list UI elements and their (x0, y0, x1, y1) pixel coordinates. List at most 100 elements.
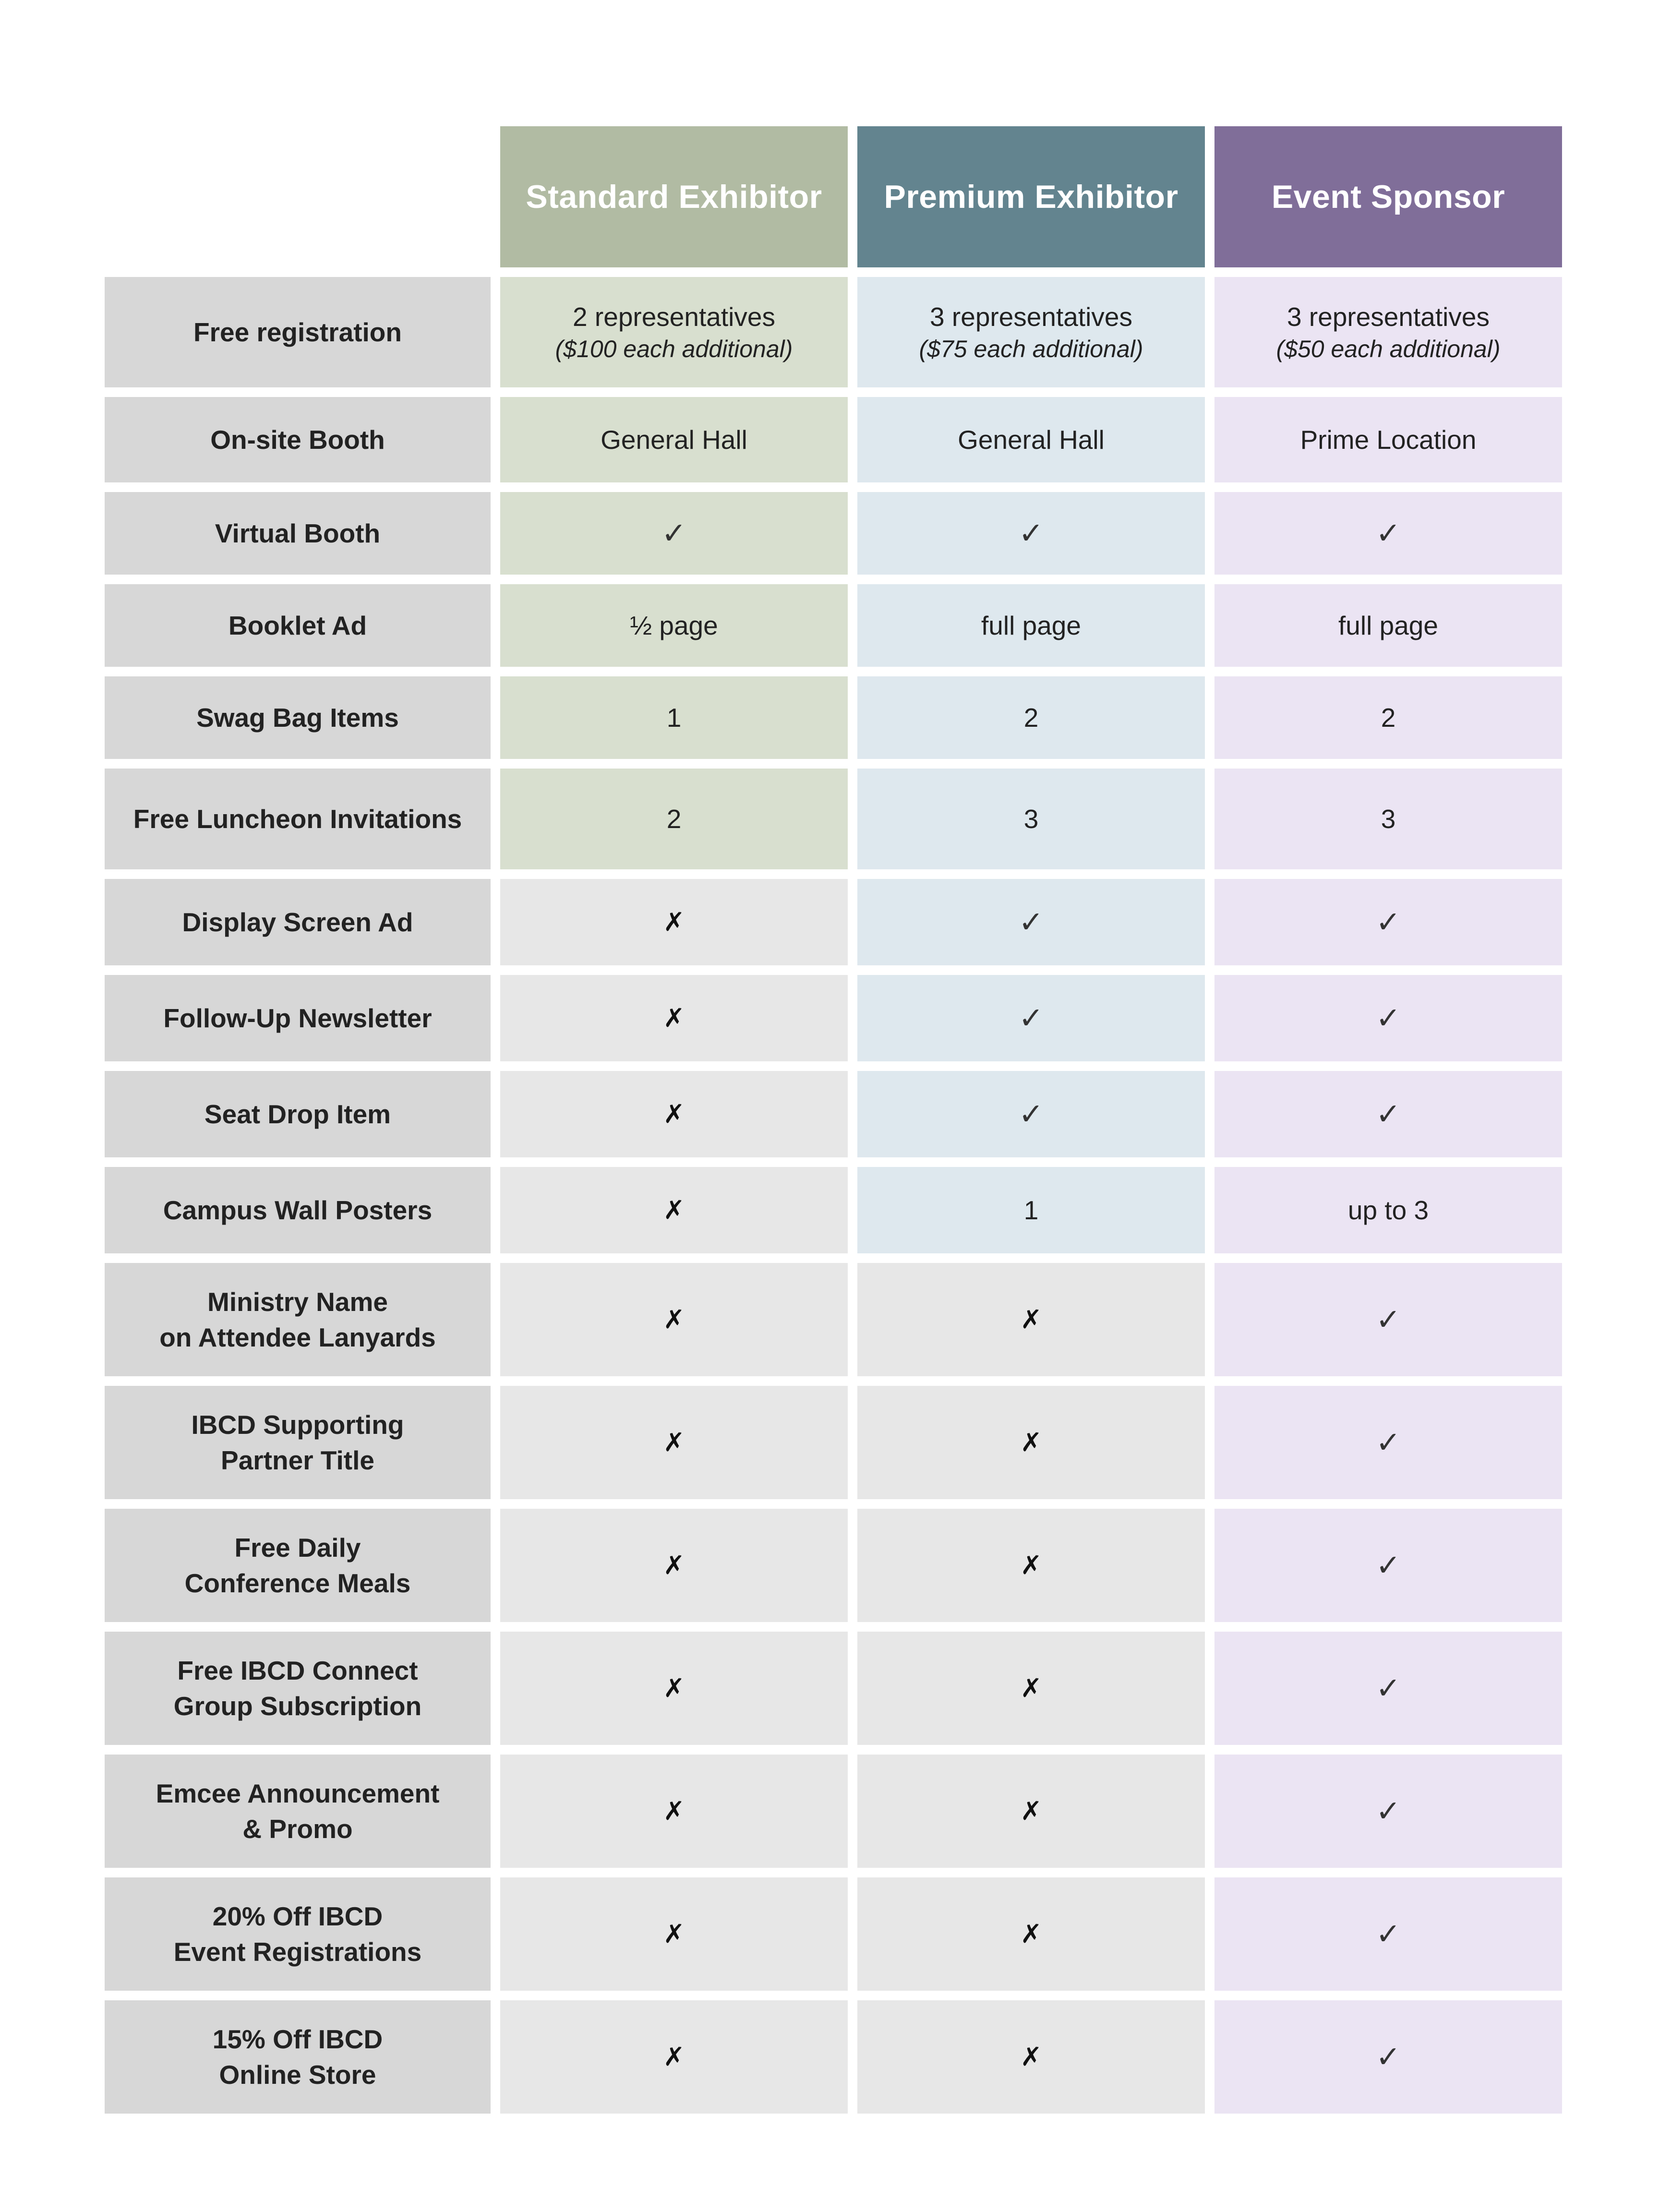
value-cell-premium: ✗ (857, 1632, 1205, 1745)
value-cell-sponsor: full page (1214, 584, 1562, 667)
value-cell-standard: General Hall (500, 397, 848, 482)
feature-label-cell: IBCD Supporting Partner Title (105, 1386, 491, 1499)
cross-icon: ✗ (1020, 1304, 1042, 1334)
cross-icon: ✗ (1020, 1796, 1042, 1826)
cross-icon: ✗ (1020, 1427, 1042, 1457)
feature-label-cell: Ministry Name on Attendee Lanyards (105, 1263, 491, 1376)
cross-icon: ✗ (663, 1304, 685, 1334)
value-cell-sponsor: ✓ (1214, 492, 1562, 575)
cross-icon: ✗ (663, 2042, 685, 2072)
cross-icon: ✗ (663, 1003, 685, 1033)
value-cell-premium: full page (857, 584, 1205, 667)
feature-label: Free Luncheon Invitations (133, 804, 462, 834)
cross-icon: ✗ (663, 1673, 685, 1703)
feature-label: Swag Bag Items (196, 703, 399, 733)
feature-label-cell: Free Daily Conference Meals (105, 1509, 491, 1622)
cross-icon: ✗ (663, 1919, 685, 1949)
feature-label: Free registration (193, 317, 402, 347)
cross-icon: ✗ (1020, 2042, 1042, 2072)
value-cell-standard: ✗ (500, 975, 848, 1061)
check-icon: ✓ (1019, 1000, 1044, 1035)
value-cell-standard: ✗ (500, 1509, 848, 1622)
value-cell-premium: ✗ (857, 1877, 1205, 1991)
value-cell-sponsor: ✓ (1214, 1263, 1562, 1376)
check-icon: ✓ (1376, 904, 1401, 939)
check-icon: ✓ (1376, 1916, 1401, 1951)
check-icon: ✓ (1376, 1302, 1401, 1337)
cross-icon: ✗ (663, 1099, 685, 1129)
value-cell-sponsor: ✓ (1214, 1877, 1562, 1991)
value-cell-sponsor: Prime Location (1214, 397, 1562, 482)
feature-label: On-site Booth (210, 425, 385, 455)
feature-label: Virtual Booth (215, 518, 381, 548)
value-text: 2 (1023, 703, 1039, 733)
check-icon: ✓ (1376, 1096, 1401, 1131)
value-cell-standard: ✗ (500, 1263, 848, 1376)
feature-label: Free Daily Conference Meals (184, 1533, 411, 1598)
tier-header-premium: Premium Exhibitor (857, 126, 1205, 267)
feature-label-cell: Display Screen Ad (105, 879, 491, 965)
feature-label-cell: Free IBCD Connect Group Subscription (105, 1632, 491, 1745)
check-icon: ✓ (1019, 904, 1044, 939)
tier-comparison-table: Standard Exhibitor Premium Exhibitor Event… (105, 126, 1562, 2114)
feature-label-cell: 20% Off IBCD Event Registrations (105, 1877, 491, 1991)
feature-label: Follow-Up Newsletter (163, 1003, 432, 1033)
value-text: 2 (666, 804, 682, 834)
cross-icon: ✗ (663, 1550, 685, 1580)
feature-label-cell: On-site Booth (105, 397, 491, 482)
feature-label-cell: Emcee Announcement & Promo (105, 1755, 491, 1868)
feature-label-cell: 15% Off IBCD Online Store (105, 2000, 491, 2114)
cross-icon: ✗ (1020, 1550, 1042, 1580)
value-text: ½ page (630, 611, 718, 640)
value-cell-premium: 3 (857, 769, 1205, 869)
check-icon: ✓ (661, 516, 686, 551)
cross-icon: ✗ (663, 1796, 685, 1826)
value-cell-sponsor: 2 (1214, 676, 1562, 759)
value-note: ($100 each additional) (555, 336, 793, 362)
value-cell-premium: 2 (857, 676, 1205, 759)
check-icon: ✓ (1376, 1548, 1401, 1583)
feature-label: Display Screen Ad (182, 907, 413, 937)
feature-label-cell: Free registration (105, 277, 491, 387)
value-text: Prime Location (1300, 425, 1477, 455)
value-cell-premium: 3 representatives ($75 each additional) (857, 277, 1205, 387)
check-icon: ✓ (1019, 516, 1044, 551)
value-cell-sponsor: up to 3 (1214, 1167, 1562, 1253)
feature-label-cell: Swag Bag Items (105, 676, 491, 759)
feature-label: Ministry Name on Attendee Lanyards (159, 1287, 436, 1352)
value-cell-premium: ✓ (857, 879, 1205, 965)
value-cell-standard: ✗ (500, 1632, 848, 1745)
value-cell-sponsor: ✓ (1214, 1509, 1562, 1622)
cross-icon: ✗ (1020, 1673, 1042, 1703)
value-cell-standard: ✗ (500, 879, 848, 965)
value-text: 1 (666, 703, 682, 733)
cross-icon: ✗ (1020, 1919, 1042, 1949)
value-cell-premium: 1 (857, 1167, 1205, 1253)
value-cell-premium: ✗ (857, 1509, 1205, 1622)
value-cell-standard: ½ page (500, 584, 848, 667)
value-cell-standard: 2 (500, 769, 848, 869)
header-spacer (105, 126, 491, 267)
value-cell-sponsor: ✓ (1214, 1386, 1562, 1499)
value-text: 3 (1381, 804, 1396, 834)
value-cell-standard: ✗ (500, 2000, 848, 2114)
value-cell-premium: ✗ (857, 1386, 1205, 1499)
feature-label-cell: Campus Wall Posters (105, 1167, 491, 1253)
value-note: ($75 each additional) (919, 336, 1143, 362)
value-cell-standard: 2 representatives ($100 each additional) (500, 277, 848, 387)
check-icon: ✓ (1376, 1000, 1401, 1035)
value-note: ($50 each additional) (1276, 336, 1501, 362)
tier-header-sponsor: Event Sponsor (1214, 126, 1562, 267)
value-text: up to 3 (1347, 1195, 1429, 1225)
value-text: full page (981, 611, 1081, 640)
check-icon: ✓ (1019, 1096, 1044, 1131)
value-cell-standard: ✗ (500, 1071, 848, 1157)
check-icon: ✓ (1376, 516, 1401, 551)
value-cell-premium: ✗ (857, 2000, 1205, 2114)
feature-label: Emcee Announcement & Promo (156, 1779, 440, 1844)
value-cell-premium: ✗ (857, 1755, 1205, 1868)
value-cell-sponsor: ✓ (1214, 1632, 1562, 1745)
feature-label: Seat Drop Item (204, 1099, 391, 1129)
feature-label: 15% Off IBCD Online Store (212, 2024, 383, 2090)
cross-icon: ✗ (663, 907, 685, 937)
